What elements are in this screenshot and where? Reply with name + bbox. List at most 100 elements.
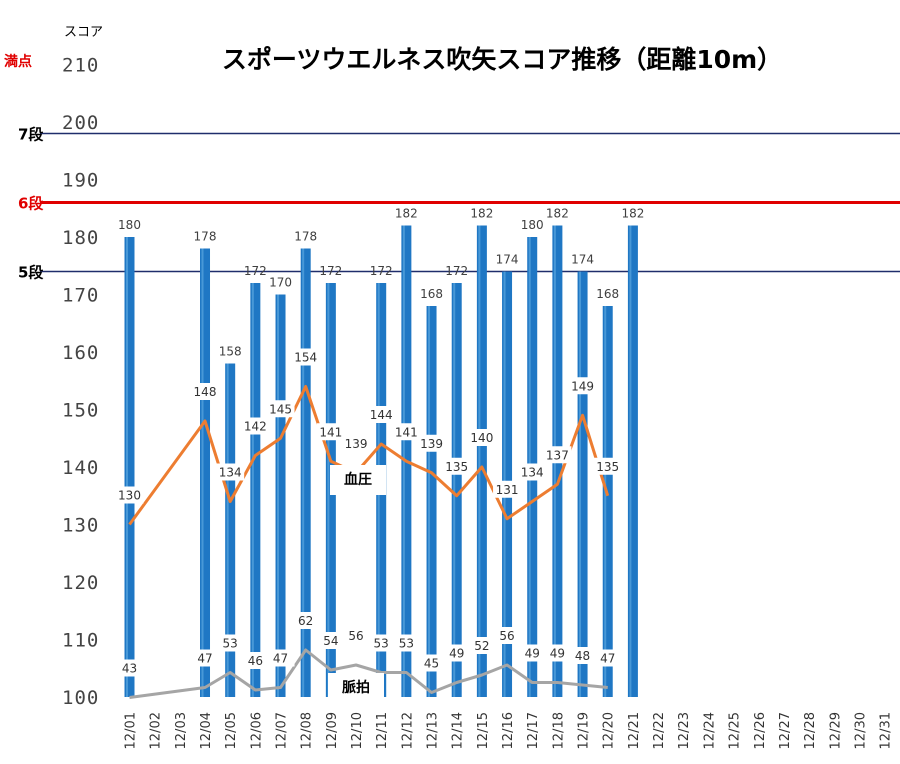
x-tick-label: 12/02 — [149, 712, 164, 749]
bar-value-label: 178 — [294, 230, 317, 244]
point-label-bg — [568, 647, 597, 664]
x-tick-label: 12/11 — [375, 712, 390, 749]
point-label-bg — [392, 634, 421, 652]
point-value-label: 52 — [474, 639, 489, 653]
bar-value-label: 182 — [470, 207, 493, 221]
x-tick-label: 12/26 — [753, 712, 768, 749]
x-tick-label: 12/31 — [879, 712, 894, 749]
x-tick-label: 12/01 — [124, 712, 139, 749]
point-label-bg — [543, 446, 572, 464]
point-label-bg — [467, 429, 496, 446]
point-value-label: 56 — [499, 629, 514, 643]
score-bar-highlight — [629, 225, 632, 697]
score-bar-highlight — [453, 283, 456, 697]
score-bar — [200, 248, 211, 697]
vital-lines — [128, 385, 610, 699]
reference-line-label: 7段 — [18, 126, 43, 144]
y-tick-label: 140 — [62, 457, 99, 479]
point-label-bg — [392, 423, 421, 441]
point-value-label: 145 — [269, 402, 292, 416]
point-value-label: 142 — [244, 420, 267, 434]
y-tick-label: 170 — [62, 285, 99, 307]
point-label-bg — [291, 348, 320, 366]
bar-value-label: 168 — [420, 287, 443, 301]
point-value-label: 43 — [122, 662, 137, 676]
point-label-bg — [417, 654, 446, 672]
point-value-label: 139 — [420, 437, 443, 451]
x-tick-label: 12/10 — [350, 712, 365, 749]
score-bar — [602, 306, 613, 697]
point-value-label: 130 — [118, 489, 141, 503]
score-bar-highlight — [126, 237, 128, 697]
point-value-label: 135 — [596, 460, 619, 474]
score-bar-highlight — [428, 306, 431, 697]
point-value-label: 137 — [546, 448, 569, 462]
point-value-label: 49 — [525, 647, 540, 661]
point-value-label: 54 — [323, 634, 338, 648]
x-tick-label: 12/27 — [778, 712, 793, 749]
y-tick-label: 100 — [62, 687, 99, 709]
point-value-label: 149 — [571, 379, 594, 393]
x-tick-label: 12/22 — [652, 712, 667, 749]
score-bar — [476, 225, 487, 697]
chart-title: スポーツウエルネス吹矢スコア推移（距離10m） — [222, 45, 782, 74]
point-label-bg — [266, 400, 295, 418]
score-bar-highlight — [277, 294, 280, 697]
bar-value-label: 182 — [621, 207, 644, 221]
x-tick-label: 12/05 — [224, 712, 239, 749]
point-value-label: 135 — [445, 460, 468, 474]
bar-value-label: 174 — [571, 253, 594, 267]
x-tick-label: 12/17 — [526, 712, 541, 749]
point-value-label: 134 — [521, 466, 544, 480]
point-label-bg — [442, 644, 471, 662]
x-tick-label: 12/04 — [199, 712, 214, 749]
x-tick-label: 12/29 — [828, 712, 843, 749]
x-tick-label: 12/18 — [551, 712, 566, 749]
score-bar — [300, 248, 311, 697]
point-label-bg — [367, 406, 396, 423]
point-value-label: 139 — [345, 437, 368, 451]
point-label-bg — [216, 463, 245, 481]
score-bar — [426, 306, 437, 697]
point-value-label: 48 — [575, 649, 590, 663]
bar-value-label: 172 — [244, 264, 267, 278]
point-value-label: 154 — [294, 351, 317, 365]
score-bar — [124, 237, 135, 697]
point-label-bg — [241, 417, 270, 435]
point-label-bg — [568, 377, 597, 395]
bar-value-label: 168 — [596, 287, 619, 301]
score-bar-highlight — [302, 248, 305, 697]
x-tick-label: 12/07 — [275, 712, 290, 749]
score-bar-highlight — [327, 283, 330, 697]
point-label-bg — [593, 457, 622, 475]
point-label-bg — [191, 649, 220, 667]
x-tick-label: 12/25 — [728, 712, 743, 749]
point-label-bg — [493, 627, 522, 644]
y-tick-label: 130 — [62, 515, 99, 537]
point-value-label: 131 — [496, 483, 519, 497]
point-value-label: 49 — [550, 647, 565, 661]
point-label-bg — [291, 612, 320, 629]
bar-value-label: 172 — [319, 264, 342, 278]
point-label-bg — [216, 634, 245, 652]
x-tick-label: 12/03 — [174, 712, 189, 749]
x-tick-label: 12/30 — [853, 712, 868, 749]
y-tick-label: 200 — [62, 112, 99, 134]
bar-value-label: 172 — [445, 264, 468, 278]
series-name-label: 脈拍 — [342, 679, 370, 696]
point-value-label: 47 — [197, 652, 212, 666]
score-bar — [627, 225, 638, 697]
y-tick-label: 190 — [62, 170, 99, 192]
score-bar-highlight — [478, 225, 481, 697]
score-bar — [275, 294, 286, 697]
point-value-label: 56 — [348, 629, 363, 643]
y-axis-ticks: 100 110 120 130 140 150 160 170 180 190 200 210 — [62, 55, 99, 710]
series-name-bg — [328, 673, 384, 703]
point-label-bg — [518, 463, 547, 481]
series-line — [129, 648, 608, 699]
bar-value-label: 182 — [546, 207, 569, 221]
point-value-label: 144 — [370, 408, 393, 422]
point-value-label: 62 — [298, 614, 313, 628]
x-tick-label: 12/08 — [300, 712, 315, 749]
